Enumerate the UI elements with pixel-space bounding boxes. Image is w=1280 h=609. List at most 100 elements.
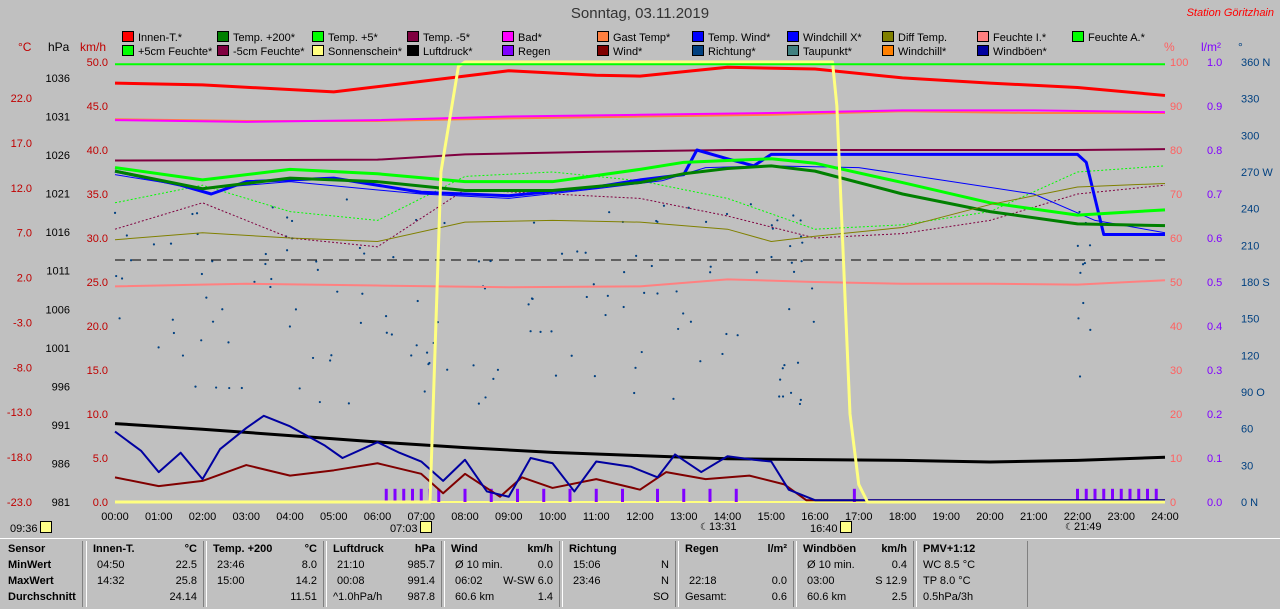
tick-time: 18:00 (889, 511, 917, 523)
richtung-point (709, 271, 712, 274)
event-sun: 16:40 (810, 521, 852, 535)
richtung-point (778, 395, 781, 398)
pmv-taupunkt: TP 8.0 °C (923, 575, 971, 587)
richtung-point (347, 402, 350, 405)
regen-bar (1084, 488, 1088, 502)
richtung-point (157, 346, 160, 349)
tick-time: 01:00 (145, 511, 173, 523)
chart-area: 22.0 17.0 12.0 7.0 2.0 -3.0 -8.0 -13.0 -18.0 -23.… (7, 5, 1274, 535)
tick-degree: 30 (1241, 460, 1253, 472)
richtung-point (298, 387, 301, 390)
richtung-point (689, 320, 693, 323)
richtung-max-time: 23:46 (573, 575, 601, 587)
richtung-point (211, 320, 215, 323)
richtung-title: Richtung (569, 543, 617, 555)
legend-label: Feuchte I.* (993, 32, 1047, 44)
legend-label: Temp. Wind* (708, 32, 771, 44)
richtung-point (799, 219, 802, 222)
richtung-point (390, 333, 393, 336)
footer-panel-regen: Regen l/m² 22:18 0.0 Gesamt: 0.6 (678, 541, 794, 607)
legend-swatch (217, 45, 229, 56)
regen-bar (734, 488, 738, 502)
tick-percent: 60 (1170, 233, 1182, 245)
legend-entry: Windböen* (977, 45, 1047, 58)
richtung-point (446, 368, 449, 371)
richtung-point (687, 206, 690, 209)
innen-max-value: 25.8 (175, 575, 197, 587)
richtung-point (330, 354, 333, 357)
tick-hpa: 981 (52, 497, 70, 509)
wind-max-time: 06:02 (455, 575, 483, 587)
event-sun: 09:36 (10, 521, 52, 535)
richtung-point (425, 351, 429, 354)
temp200-min-time: 23:46 (217, 559, 245, 571)
tick-kmh: 15.0 (87, 365, 108, 377)
richtung-point (585, 295, 588, 299)
wind-avg: 1.4 (537, 591, 553, 603)
richtung-point (781, 395, 785, 398)
event-time: 16:40 (810, 523, 838, 535)
richtung-point (477, 402, 480, 405)
richtung-point (770, 224, 773, 227)
richtung-point (770, 255, 773, 259)
richtung-point (781, 367, 784, 370)
wind-distance: 60.6 km (455, 591, 495, 603)
boeen-unit: km/h (881, 543, 907, 555)
richtung-point (539, 330, 542, 334)
richtung-point (608, 211, 611, 214)
legend-entry: Feuchte A.* (1072, 31, 1145, 44)
legend-entry: Temp. +5* (312, 31, 378, 44)
regen-bar (1137, 488, 1141, 502)
axis-header-hpa: hPa (48, 40, 70, 54)
moon-icon: ☾ (1065, 522, 1074, 533)
richtung-point (682, 312, 685, 315)
legend-entry: Gast Temp* (597, 31, 670, 44)
richtung-point (152, 243, 156, 246)
tick-hpa: 1026 (46, 150, 70, 162)
richtung-point (492, 377, 495, 380)
richtung-point (285, 249, 289, 252)
richtung-point (704, 220, 708, 223)
regen-bar (568, 488, 572, 502)
richtung-point (200, 272, 203, 276)
innen-min-time: 04:50 (97, 559, 125, 571)
tick-celsius: -13.0 (7, 407, 32, 419)
richtung-point (392, 256, 395, 259)
richtung-point (593, 374, 596, 378)
axis-header-lm2: l/m² (1201, 40, 1221, 54)
tick-time: 08:00 (451, 511, 479, 523)
regen-bar (621, 488, 624, 502)
richtung-point (410, 354, 413, 357)
regen-bar (489, 488, 493, 502)
wind-avg10-label: Ø 10 min. (455, 559, 503, 571)
richtung-point (529, 330, 532, 333)
boeen-avg10-label: Ø 10 min. (807, 559, 855, 571)
regen-bar (1128, 488, 1132, 502)
richtung-point (655, 219, 658, 223)
regen-bar (463, 488, 467, 502)
richtung-point (472, 364, 475, 367)
tick-time: 05:00 (320, 511, 348, 523)
richtung-point (792, 214, 795, 217)
tick-kmh: 50.0 (87, 57, 108, 69)
tick-lm2: 0.6 (1207, 233, 1222, 245)
tick-time: 14:00 (714, 511, 742, 523)
tick-percent: 30 (1170, 365, 1182, 377)
richtung-point (169, 242, 173, 245)
tick-degree: 330 (1241, 94, 1259, 106)
richtung-point (318, 400, 321, 404)
boeen-distance: 60.6 km (807, 591, 847, 603)
tick-time: 11:00 (583, 511, 610, 523)
tick-hpa: 1001 (46, 343, 70, 355)
station-name: Station Göritzhain (1186, 7, 1274, 19)
luft-avg: 987.8 (407, 591, 435, 603)
tick-degree: 0 N (1241, 497, 1258, 509)
tick-lm2: 0.7 (1207, 189, 1222, 201)
richtung-point (783, 364, 786, 367)
richtung-point (484, 396, 487, 399)
event-time: 21:49 (1073, 521, 1102, 533)
richtung-point (532, 221, 536, 224)
innen-max-time: 14:32 (97, 575, 125, 587)
regen-bar (402, 488, 406, 502)
tick-degree: 90 O (1241, 387, 1265, 399)
